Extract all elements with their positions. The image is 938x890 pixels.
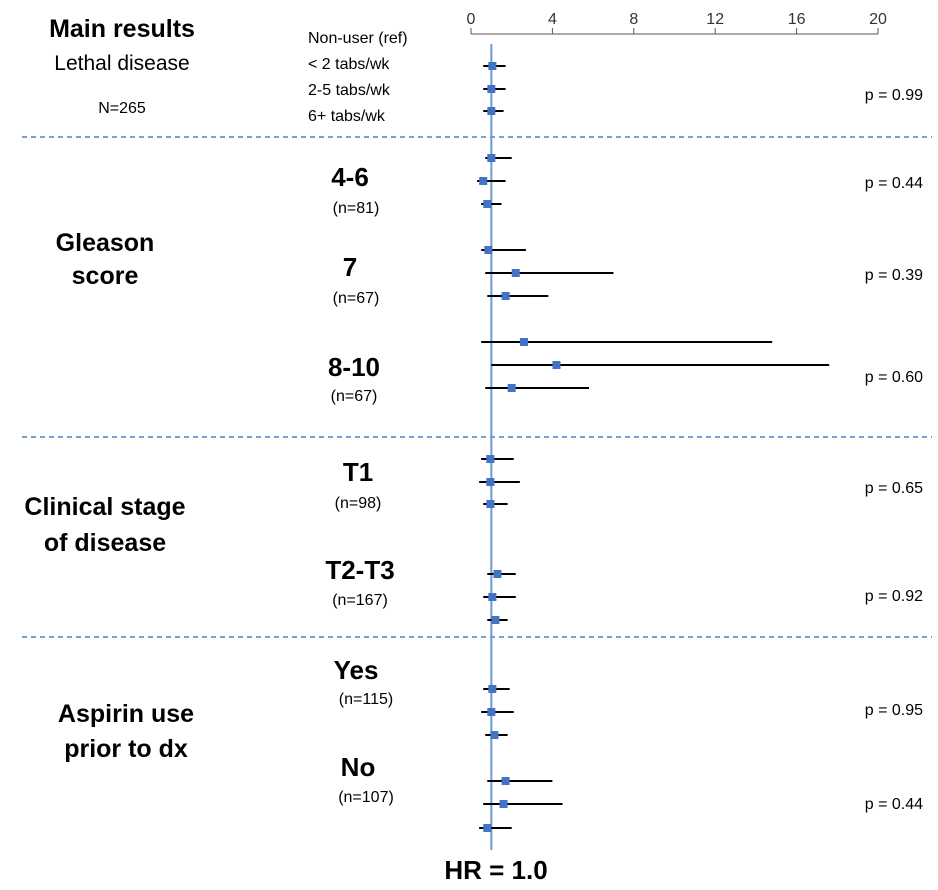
subgroup-n-g46: (n=81) — [332, 200, 380, 217]
subgroup-n-no: (n=107) — [338, 789, 394, 806]
hr-marker-20 — [490, 731, 499, 739]
gleason-title-line1: Gleason — [55, 229, 155, 257]
hr-marker-2 — [487, 107, 496, 115]
subgroup-n-t2t3: (n=167) — [332, 592, 388, 609]
p-value-2: p = 0.39 — [865, 267, 923, 284]
p-values: p = 0.99 p = 0.44 p = 0.39 p = 0.60 p = 0.65… — [865, 87, 923, 813]
section-dividers — [22, 136, 932, 638]
x-tick-label-0: 0 — [467, 11, 476, 28]
x-tick-label-1: 4 — [548, 11, 557, 28]
p-value-6: p = 0.95 — [865, 702, 923, 719]
hr-marker-16 — [488, 593, 497, 601]
hr-marker-17 — [491, 616, 500, 624]
hr-marker-11 — [507, 384, 516, 392]
p-value-5: p = 0.92 — [865, 588, 923, 605]
hr-marker-4 — [479, 177, 488, 185]
subgroup-label-no: No — [340, 752, 376, 782]
stage-title-line2: of disease — [43, 529, 167, 557]
hr-marker-18 — [488, 685, 497, 693]
hr-marker-3 — [487, 154, 496, 162]
x-tick-label-4: 16 — [788, 11, 806, 28]
x-tick-label-5: 20 — [869, 11, 887, 28]
n-total-label: N=265 — [98, 100, 146, 117]
hr-marker-7 — [511, 269, 520, 277]
subgroup-label-g46: 4-6 — [331, 162, 369, 192]
subgroup-n-t1: (n=98) — [334, 495, 382, 512]
gleason-title-line2: score — [71, 262, 139, 290]
ref-label-6plus: 6+ tabs/wk — [308, 108, 385, 125]
hr-marker-1 — [487, 85, 496, 93]
hr-marker-6 — [484, 246, 493, 254]
ref-label-2to5: 2-5 tabs/wk — [308, 82, 390, 99]
x-tick-label-2: 8 — [629, 11, 638, 28]
hr-marker-19 — [487, 708, 496, 716]
p-value-3: p = 0.60 — [865, 369, 923, 386]
hr-marker-12 — [486, 455, 495, 463]
subgroup-n-yes: (n=115) — [338, 691, 394, 708]
subgroup-label-g810: 8-10 — [327, 352, 381, 382]
x-tick-label-3: 12 — [706, 11, 724, 28]
aspirin-title-line1: Aspirin use — [57, 700, 195, 728]
p-value-4: p = 0.65 — [865, 480, 923, 497]
stage-title-line1: Clinical stage — [24, 493, 186, 521]
main-results-title: Main results — [49, 15, 195, 43]
hr-marker-23 — [483, 824, 492, 832]
subgroup-label-t1: T1 — [342, 457, 374, 487]
hr-marker-10 — [552, 361, 561, 369]
p-value-1: p = 0.44 — [865, 175, 923, 192]
confidence-intervals — [477, 65, 830, 829]
subgroup-label-g7: 7 — [342, 252, 358, 282]
hr-marker-9 — [519, 338, 528, 346]
hr-marker-21 — [501, 777, 510, 785]
hr-axis-label: HR = 1.0 — [444, 855, 548, 885]
hr-marker-13 — [486, 478, 495, 486]
subgroup-label-yes: Yes — [333, 655, 379, 685]
hr-marker-15 — [493, 570, 502, 578]
x-axis: 0 4 8 12 16 20 — [467, 11, 887, 35]
subgroup-n-g7: (n=67) — [332, 290, 380, 307]
hr-marker-8 — [501, 292, 510, 300]
subgroup-n-g810: (n=67) — [330, 388, 378, 405]
hazard-ratio-markers — [479, 62, 561, 832]
hr-marker-14 — [486, 500, 495, 508]
ref-label-lt2: < 2 tabs/wk — [308, 56, 390, 73]
hr-marker-0 — [488, 62, 497, 70]
ref-label-nonuser: Non-user (ref) — [308, 30, 408, 47]
p-value-7: p = 0.44 — [865, 796, 923, 813]
hr-marker-5 — [483, 200, 492, 208]
subgroup-label-t2t3: T2-T3 — [325, 555, 395, 585]
p-value-0: p = 0.99 — [865, 87, 923, 104]
aspirin-title-line2: prior to dx — [64, 735, 188, 763]
hr-marker-22 — [499, 800, 508, 808]
lethal-disease-subtitle: Lethal disease — [54, 52, 190, 75]
